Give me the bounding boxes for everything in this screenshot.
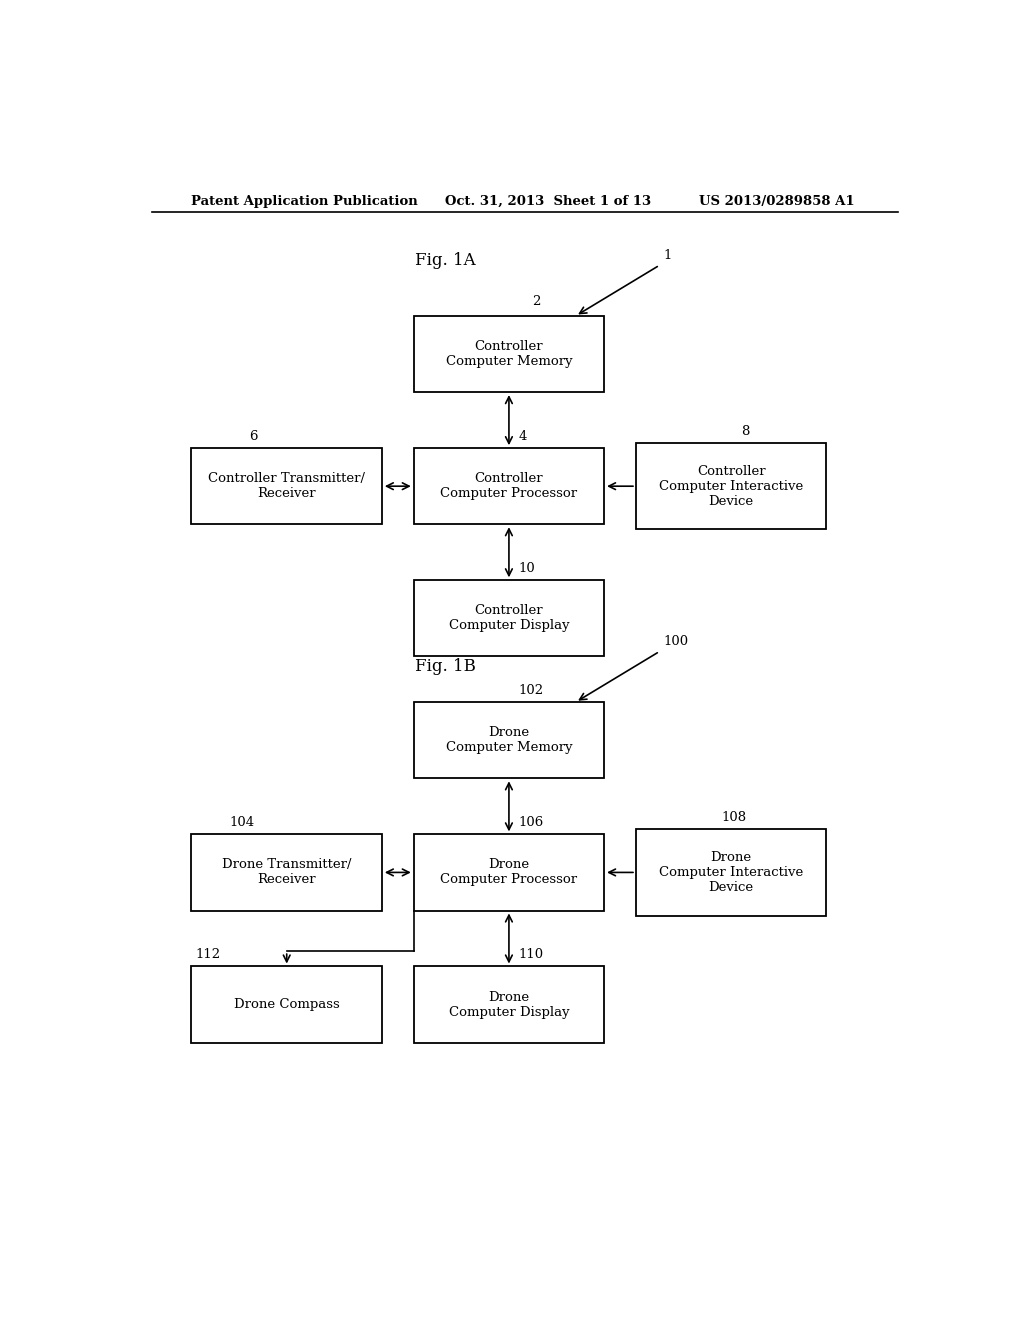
Text: Drone Compass: Drone Compass	[233, 998, 340, 1011]
Text: Oct. 31, 2013  Sheet 1 of 13: Oct. 31, 2013 Sheet 1 of 13	[445, 195, 651, 209]
Text: 106: 106	[518, 816, 544, 829]
FancyBboxPatch shape	[636, 444, 826, 529]
Text: 102: 102	[518, 684, 544, 697]
Text: Fig. 1B: Fig. 1B	[415, 659, 476, 675]
Text: Drone
Computer Interactive
Device: Drone Computer Interactive Device	[659, 851, 803, 894]
Text: Controller
Computer Display: Controller Computer Display	[449, 605, 569, 632]
FancyBboxPatch shape	[191, 834, 382, 911]
Text: Drone
Computer Processor: Drone Computer Processor	[440, 858, 578, 887]
Text: 108: 108	[722, 812, 746, 824]
Text: 1: 1	[664, 249, 672, 263]
Text: 104: 104	[229, 816, 255, 829]
Text: Controller Transmitter/
Receiver: Controller Transmitter/ Receiver	[208, 473, 366, 500]
Text: 100: 100	[664, 635, 689, 648]
FancyBboxPatch shape	[414, 447, 604, 524]
FancyBboxPatch shape	[414, 581, 604, 656]
Text: Controller
Computer Interactive
Device: Controller Computer Interactive Device	[659, 465, 803, 508]
Text: Fig. 1A: Fig. 1A	[415, 252, 476, 268]
Text: 110: 110	[518, 948, 544, 961]
FancyBboxPatch shape	[414, 834, 604, 911]
Text: Controller
Computer Processor: Controller Computer Processor	[440, 473, 578, 500]
Text: Drone Transmitter/
Receiver: Drone Transmitter/ Receiver	[222, 858, 351, 887]
FancyBboxPatch shape	[191, 447, 382, 524]
Text: 6: 6	[249, 430, 257, 444]
Text: Controller
Computer Memory: Controller Computer Memory	[445, 341, 572, 368]
Text: US 2013/0289858 A1: US 2013/0289858 A1	[699, 195, 855, 209]
FancyBboxPatch shape	[414, 702, 604, 779]
Text: 2: 2	[531, 294, 540, 308]
Text: 10: 10	[518, 562, 536, 576]
Text: 4: 4	[518, 430, 526, 444]
FancyBboxPatch shape	[636, 829, 826, 916]
FancyBboxPatch shape	[414, 315, 604, 392]
Text: Drone
Computer Display: Drone Computer Display	[449, 990, 569, 1019]
FancyBboxPatch shape	[414, 966, 604, 1043]
Text: Patent Application Publication: Patent Application Publication	[191, 195, 418, 209]
Text: Drone
Computer Memory: Drone Computer Memory	[445, 726, 572, 754]
FancyBboxPatch shape	[191, 966, 382, 1043]
Text: 112: 112	[196, 948, 220, 961]
Text: 8: 8	[740, 425, 749, 438]
